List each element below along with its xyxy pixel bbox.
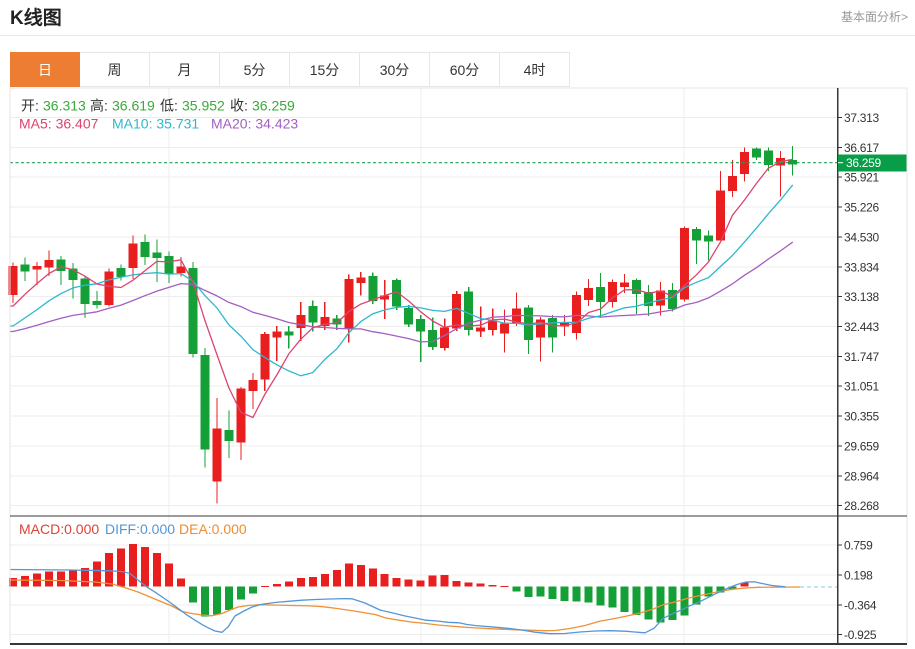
svg-text:低:: 低: [160,98,178,114]
svg-text:28.964: 28.964 [844,469,880,483]
svg-text:DEA:0.000: DEA:0.000 [179,521,247,537]
svg-text:MA10: 35.731: MA10: 35.731 [112,116,199,132]
svg-text:35.921: 35.921 [844,171,880,185]
svg-text:36.259: 36.259 [846,156,882,170]
svg-text:36.619: 36.619 [112,98,155,114]
svg-text:0.759: 0.759 [844,539,873,553]
svg-text:高:: 高: [90,98,108,114]
svg-text:-0.925: -0.925 [844,628,877,642]
svg-text:28.268: 28.268 [844,499,880,513]
svg-text:33.138: 33.138 [844,290,880,304]
svg-text:开:: 开: [21,98,39,114]
svg-text:29.659: 29.659 [844,439,880,453]
svg-text:37.313: 37.313 [844,111,880,125]
svg-text:35.952: 35.952 [182,98,225,114]
svg-text:36.617: 36.617 [844,141,880,155]
svg-text:35.226: 35.226 [844,201,880,215]
svg-text:MA5: 36.407: MA5: 36.407 [19,116,99,132]
svg-text:33.834: 33.834 [844,260,880,274]
svg-text:收:: 收: [230,98,248,114]
svg-text:31.747: 31.747 [844,350,880,364]
svg-text:34.530: 34.530 [844,230,880,244]
svg-text:36.259: 36.259 [252,98,295,114]
svg-text:MACD:0.000: MACD:0.000 [19,521,99,537]
svg-text:DIFF:0.000: DIFF:0.000 [105,521,175,537]
svg-text:31.051: 31.051 [844,380,880,394]
svg-text:MA20: 34.423: MA20: 34.423 [211,116,298,132]
svg-text:-0.364: -0.364 [844,598,877,612]
svg-text:32.443: 32.443 [844,320,880,334]
svg-text:36.313: 36.313 [43,98,86,114]
svg-text:0.198: 0.198 [844,568,873,582]
svg-text:30.355: 30.355 [844,410,880,424]
